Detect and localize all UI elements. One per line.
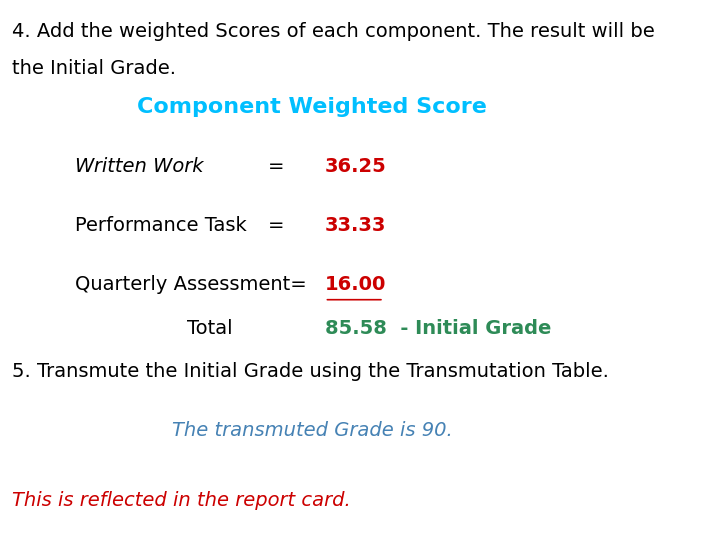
Text: This is reflected in the report card.: This is reflected in the report card. (12, 491, 351, 510)
Text: 16.00: 16.00 (325, 275, 386, 294)
Text: 36.25: 36.25 (325, 157, 386, 176)
Text: The transmuted Grade is 90.: The transmuted Grade is 90. (171, 421, 452, 440)
Text: the Initial Grade.: the Initial Grade. (12, 59, 176, 78)
Text: Written Work: Written Work (75, 157, 203, 176)
Text: 5. Transmute the Initial Grade using the Transmutation Table.: 5. Transmute the Initial Grade using the… (12, 362, 609, 381)
Text: Component Weighted Score: Component Weighted Score (137, 97, 487, 117)
Text: =: = (269, 157, 285, 176)
Text: 4. Add the weighted Scores of each component. The result will be: 4. Add the weighted Scores of each compo… (12, 22, 655, 40)
Text: Total: Total (187, 319, 233, 338)
Text: 85.58  - Initial Grade: 85.58 - Initial Grade (325, 319, 551, 338)
Text: =: = (269, 216, 285, 235)
Text: 33.33: 33.33 (325, 216, 386, 235)
Text: Quarterly Assessment=: Quarterly Assessment= (75, 275, 307, 294)
Text: Performance Task: Performance Task (75, 216, 247, 235)
